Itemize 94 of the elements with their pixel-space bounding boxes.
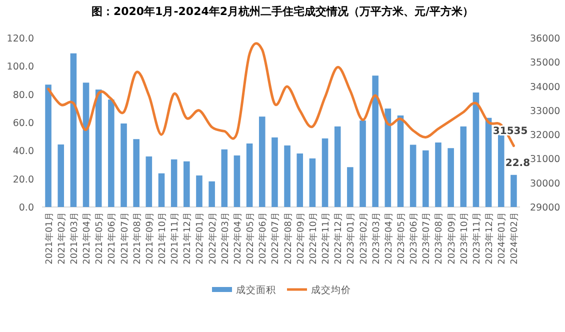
x-tick-label: 2022年12月: [333, 212, 344, 264]
bar: [221, 149, 228, 207]
bar: [472, 92, 480, 207]
x-tick-label: 2022年08月: [282, 212, 294, 264]
bar: [372, 76, 378, 207]
y2-tick-label: 31000: [530, 154, 560, 166]
x-tick-label: 2021年09月: [144, 212, 156, 264]
bar: [133, 139, 140, 207]
y-tick-label: 40.0: [12, 146, 34, 158]
bar: [258, 116, 266, 207]
x-tick-label: 2022年07月: [270, 212, 282, 264]
bar: [58, 144, 64, 207]
bar: [347, 167, 354, 207]
bar: [146, 156, 152, 207]
x-tick-label: 2023年08月: [434, 212, 445, 264]
bar: [284, 145, 290, 207]
x-tick-label: 2023年10月: [458, 212, 470, 264]
bar: [485, 118, 492, 207]
data-label: 22.8: [505, 158, 530, 169]
x-tick-label: 2021年11月: [170, 212, 181, 264]
x-tick-label: 2022年05月: [245, 212, 256, 264]
bar: [184, 161, 190, 207]
legend-label: 成交均价: [311, 284, 351, 296]
bar: [82, 82, 90, 207]
x-tick-label: 2021年01月: [44, 212, 55, 264]
bar: [435, 142, 442, 207]
bar: [70, 53, 77, 207]
y-tick-label: 120.0: [6, 34, 34, 44]
bar: [422, 150, 429, 207]
x-tick-label: 2022年09月: [295, 212, 306, 264]
bar: [309, 158, 316, 207]
x-tick-label: 2023年03月: [370, 212, 382, 264]
x-tick-label: 2022年10月: [308, 212, 319, 264]
x-tick-label: 2023年07月: [421, 212, 432, 264]
bar: [460, 126, 467, 207]
y-tick-label: 20.0: [12, 174, 34, 186]
bar: [45, 84, 52, 207]
x-tick-label: 2021年07月: [119, 212, 130, 264]
x-tick-label: 2024年02月: [509, 212, 520, 264]
y2-tick-label: 30000: [530, 178, 560, 190]
x-tick-label: 2023年02月: [358, 212, 370, 264]
bar: [95, 90, 102, 207]
x-tick-label: 2022年02月: [207, 212, 218, 264]
x-tick-label: 2023年04月: [383, 212, 394, 264]
bar: [510, 174, 517, 207]
bar: [158, 173, 165, 207]
x-tick-label: 2023年05月: [396, 212, 407, 264]
bar: [360, 120, 366, 207]
x-tick-label: 2022年11月: [320, 212, 332, 264]
x-tick-label: 2021年05月: [94, 212, 106, 264]
x-tick-label: 2021年04月: [82, 212, 93, 264]
y2-tick-label: 33000: [530, 106, 560, 117]
y2-tick-label: 34000: [530, 82, 560, 93]
x-tick-label: 2023年09月: [446, 212, 458, 264]
legend-label: 成交面积: [236, 284, 276, 296]
y-tick-label: 100.0: [6, 62, 34, 73]
bar: [246, 143, 253, 207]
chart-title: 图：2020年1月-2024年2月杭州二手住宅成交情况（万平方米、元/平方米）: [91, 5, 474, 18]
bar: [410, 144, 416, 207]
x-tick-label: 2022年01月: [194, 212, 206, 264]
y2-tick-label: 29000: [530, 202, 560, 214]
x-tick-label: 2022年03月: [220, 212, 231, 264]
x-tick-label: 2023年11月: [471, 212, 482, 264]
x-tick-label: 2021年02月: [56, 212, 68, 264]
y-tick-label: 80.0: [12, 90, 34, 101]
y-tick-label: 0.0: [18, 202, 34, 214]
y-tick-label: 60.0: [12, 118, 34, 129]
x-tick-label: 2023年06月: [408, 212, 420, 264]
bar: [448, 148, 454, 207]
bar: [196, 175, 202, 207]
y2-tick-label: 36000: [530, 34, 560, 44]
bar: [322, 138, 328, 207]
bar: [208, 181, 215, 207]
bar: [170, 159, 178, 207]
x-tick-label: 2021年12月: [182, 212, 194, 264]
bar: [296, 153, 304, 207]
bar: [272, 137, 278, 207]
y2-tick-label: 32000: [530, 130, 560, 142]
x-tick-label: 2023年12月: [484, 212, 496, 264]
x-tick-label: 2021年10月: [157, 212, 168, 264]
bar: [334, 126, 341, 207]
x-tick-label: 2024年01月: [496, 212, 508, 264]
bar: [384, 108, 392, 207]
bar: [120, 123, 127, 207]
x-tick-label: 2022年04月: [232, 212, 244, 264]
y2-tick-label: 35000: [530, 58, 560, 69]
x-tick-label: 2022年06月: [258, 212, 269, 264]
x-tick-label: 2021年08月: [132, 212, 143, 264]
x-tick-label: 2021年06月: [106, 212, 118, 264]
bar: [234, 155, 240, 207]
bar: [397, 115, 404, 207]
bar: [108, 100, 114, 207]
x-tick-label: 2023年01月: [346, 212, 357, 264]
x-tick-label: 2021年03月: [68, 212, 80, 264]
